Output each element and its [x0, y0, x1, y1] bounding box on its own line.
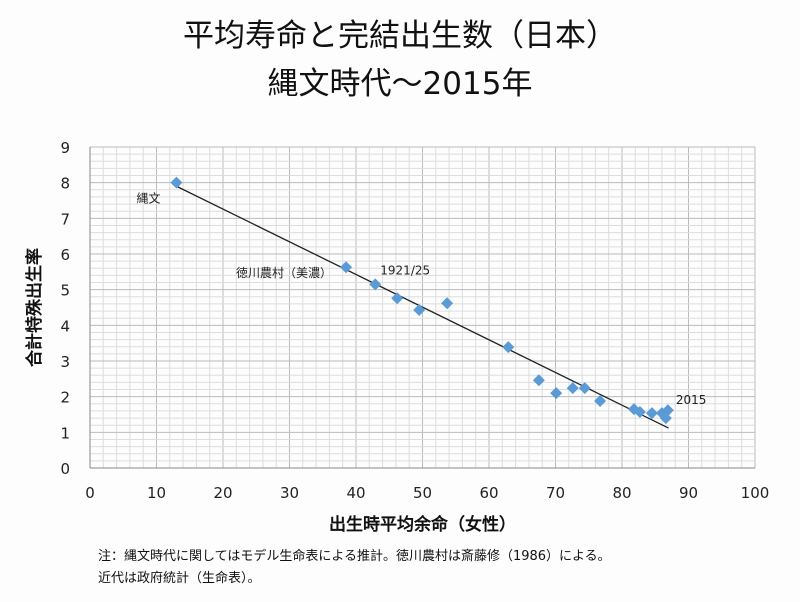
y-tick-label: 6 — [60, 246, 70, 264]
data-point — [566, 382, 579, 395]
y-tick-label: 4 — [60, 317, 70, 335]
x-tick-label: 100 — [741, 484, 770, 502]
y-tick-label: 8 — [60, 175, 70, 193]
data-point — [550, 387, 563, 400]
y-tick-label: 3 — [60, 353, 70, 371]
data-point — [413, 303, 426, 316]
y-tick-label: 9 — [60, 139, 70, 157]
data-point — [661, 404, 674, 417]
y-tick-label: 1 — [60, 424, 70, 442]
x-tick-label: 80 — [612, 484, 631, 502]
point-annotation: 2015 — [676, 393, 707, 407]
data-point — [170, 176, 183, 189]
chart-title: 平均寿命と完結出生数（日本） — [183, 18, 617, 54]
x-tick-label: 60 — [479, 484, 498, 502]
data-point — [441, 297, 454, 310]
data-point — [340, 261, 353, 274]
x-tick-label: 40 — [346, 484, 365, 502]
data-point — [633, 406, 646, 419]
data-point — [532, 374, 545, 387]
x-tick-label: 10 — [147, 484, 166, 502]
x-tick-label: 50 — [413, 484, 432, 502]
chart-subtitle: 縄文時代～2015年 — [267, 66, 533, 102]
y-axis-label: 合計特殊出生率 — [24, 248, 45, 367]
y-tick-label: 2 — [60, 389, 70, 407]
data-point — [594, 394, 607, 407]
note-line-2: 近代は政府統計（生命表）。 — [98, 571, 261, 586]
point-annotation: 1921/25 — [380, 263, 430, 277]
y-tick-label: 7 — [60, 210, 70, 228]
y-tick-label: 5 — [60, 282, 70, 300]
x-tick-label: 0 — [85, 484, 95, 502]
point-annotation: 徳川農村（美濃） — [236, 265, 332, 280]
data-point — [502, 341, 515, 354]
x-tick-label: 90 — [679, 484, 698, 502]
data-point — [645, 407, 658, 420]
data-point — [578, 382, 591, 395]
y-tick-label: 0 — [60, 460, 70, 478]
x-tick-label: 20 — [213, 484, 232, 502]
x-axis-label: 出生時平均余命（女性） — [329, 514, 516, 535]
data-point — [369, 278, 382, 291]
note-line-1: 注：縄文時代に関してはモデル生命表による推計。徳川農村は斎藤修（1986）による… — [98, 549, 611, 564]
point-annotation: 縄文 — [136, 191, 160, 206]
x-tick-label: 30 — [280, 484, 299, 502]
x-tick-label: 70 — [546, 484, 565, 502]
data-point — [391, 292, 404, 305]
